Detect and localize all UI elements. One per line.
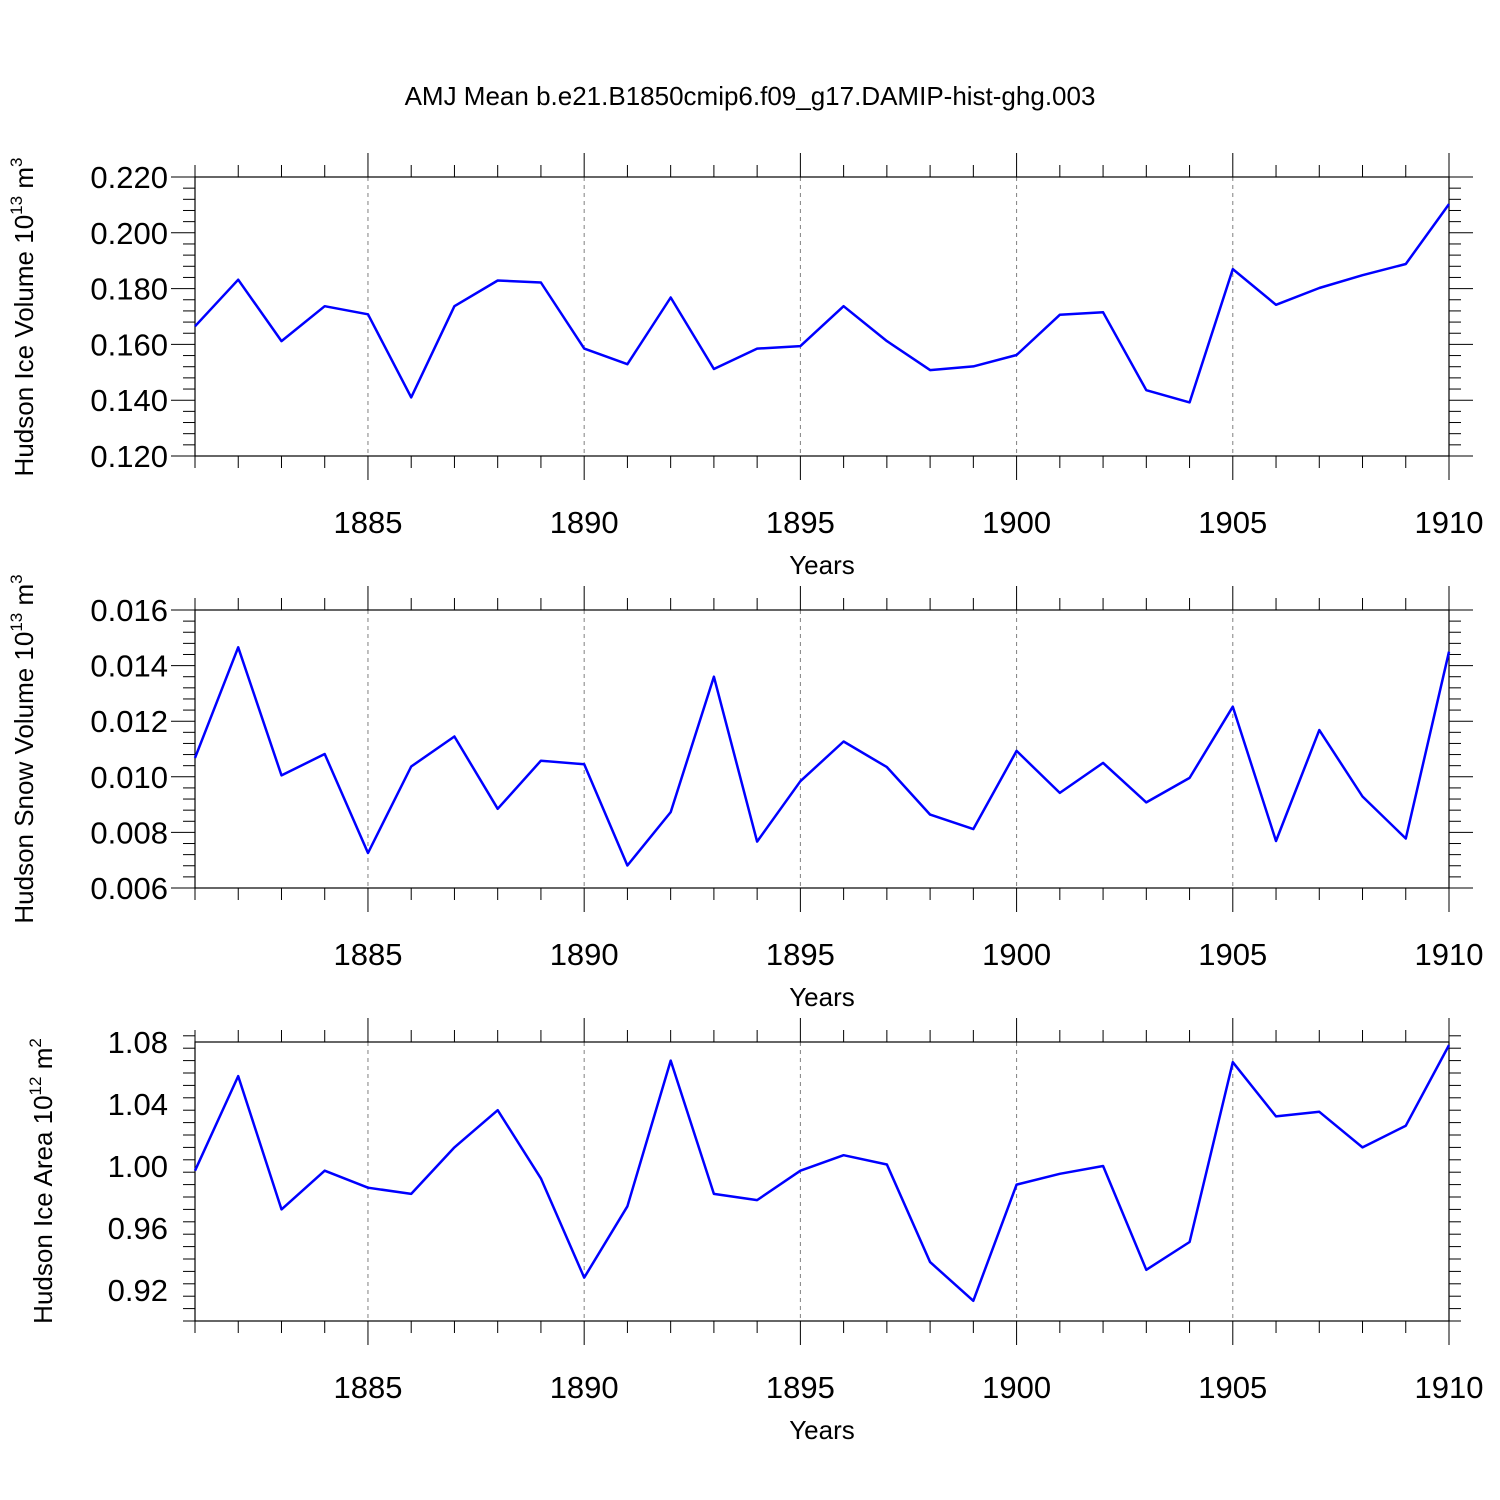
y-tick-label: 0.140 [90,383,168,418]
y-tick-label: 1.08 [108,1025,168,1060]
y-axis-label-name: Hudson Ice Area [28,1124,58,1323]
x-axis-label: Years [789,982,855,1012]
y-tick-label: 0.010 [90,760,168,795]
panel-3: 0.92 0.96 1.00 1.04 1.08 1885 1890 1895 1900 1905… [26,1018,1483,1445]
y-tick-label: 0.120 [90,439,168,474]
y-tick-label: 0.014 [90,649,168,684]
x-tick-label: 1905 [1198,1370,1267,1405]
panel-2: 0.006 0.008 0.010 0.012 0.014 0.016 1885 1890 18… [7,574,1483,1012]
x-axis-label: Years [789,550,855,580]
x-tick-label: 1900 [982,937,1051,972]
plot-frame [194,176,1450,457]
y-axis-label: Hudson Ice Area 1012 m2 [26,1038,58,1324]
x-tick-label: 1910 [1415,505,1484,540]
x-tick-label: 1905 [1198,505,1267,540]
series-line [193,646,1451,867]
x-tick-label: 1910 [1415,1370,1484,1405]
y-axis-unit-exponent: 12 [26,1077,45,1096]
y-tick-label: 0.160 [90,327,168,362]
y-axis-unit-exponent: 13 [7,613,26,632]
series-line [194,203,1451,404]
y-tick-label: 0.016 [90,593,168,628]
x-tick-label: 1890 [550,937,619,972]
x-axis-label: Years [789,1415,855,1445]
y-axis-unit: m [9,167,39,196]
x-tick-label: 1895 [766,1370,835,1405]
y-tick-label: 0.220 [90,160,168,195]
y-axis-unit-base: 10 [9,215,39,244]
x-tick-label: 1885 [333,1370,402,1405]
y-axis-unit-base: 10 [28,1095,58,1124]
x-tick-label: 1885 [333,505,402,540]
y-axis-unit-base: 10 [9,632,39,661]
x-tick-label: 1885 [333,937,402,972]
plot-frame [194,609,1450,889]
x-tick-label: 1895 [766,505,835,540]
y-axis-unit-power: 3 [7,574,26,583]
y-axis-label: Hudson Snow Volume 1013 m3 [7,574,39,923]
x-tick-label: 1890 [550,1370,619,1405]
figure-title: AMJ Mean b.e21.B1850cmip6.f09_g17.DAMIP-… [405,81,1096,111]
y-tick-label: 0.96 [108,1211,168,1246]
y-axis-unit-power: 2 [26,1038,45,1047]
y-tick-label: 1.00 [108,1149,168,1184]
y-tick-label: 0.012 [90,704,168,739]
series-line [193,1044,1451,1303]
y-tick-label: 0.92 [108,1273,168,1308]
x-tick-label: 1910 [1415,937,1484,972]
y-tick-label: 0.006 [90,871,168,906]
plot-frame [194,1041,1450,1322]
y-axis-unit: m [28,1048,58,1077]
x-tick-label: 1900 [982,505,1051,540]
panel-1: 0.120 0.140 0.160 0.180 0.200 0.220 1885 1890 18… [7,153,1483,580]
y-axis-label: Hudson Ice Volume 1013 m3 [7,158,39,477]
y-axis-label-name: Hudson Snow Volume [9,661,39,924]
y-axis-label-name: Hudson Ice Volume [9,244,39,477]
y-axis-unit-power: 3 [7,158,26,167]
x-tick-label: 1895 [766,937,835,972]
y-axis-unit: m [9,584,39,613]
x-tick-label: 1905 [1198,937,1267,972]
x-tick-label: 1900 [982,1370,1051,1405]
y-axis-unit-exponent: 13 [7,196,26,215]
x-tick-label: 1890 [550,505,619,540]
y-tick-label: 0.200 [90,216,168,251]
y-tick-label: 1.04 [108,1087,168,1122]
y-tick-label: 0.008 [90,815,168,850]
y-tick-label: 0.180 [90,272,168,307]
